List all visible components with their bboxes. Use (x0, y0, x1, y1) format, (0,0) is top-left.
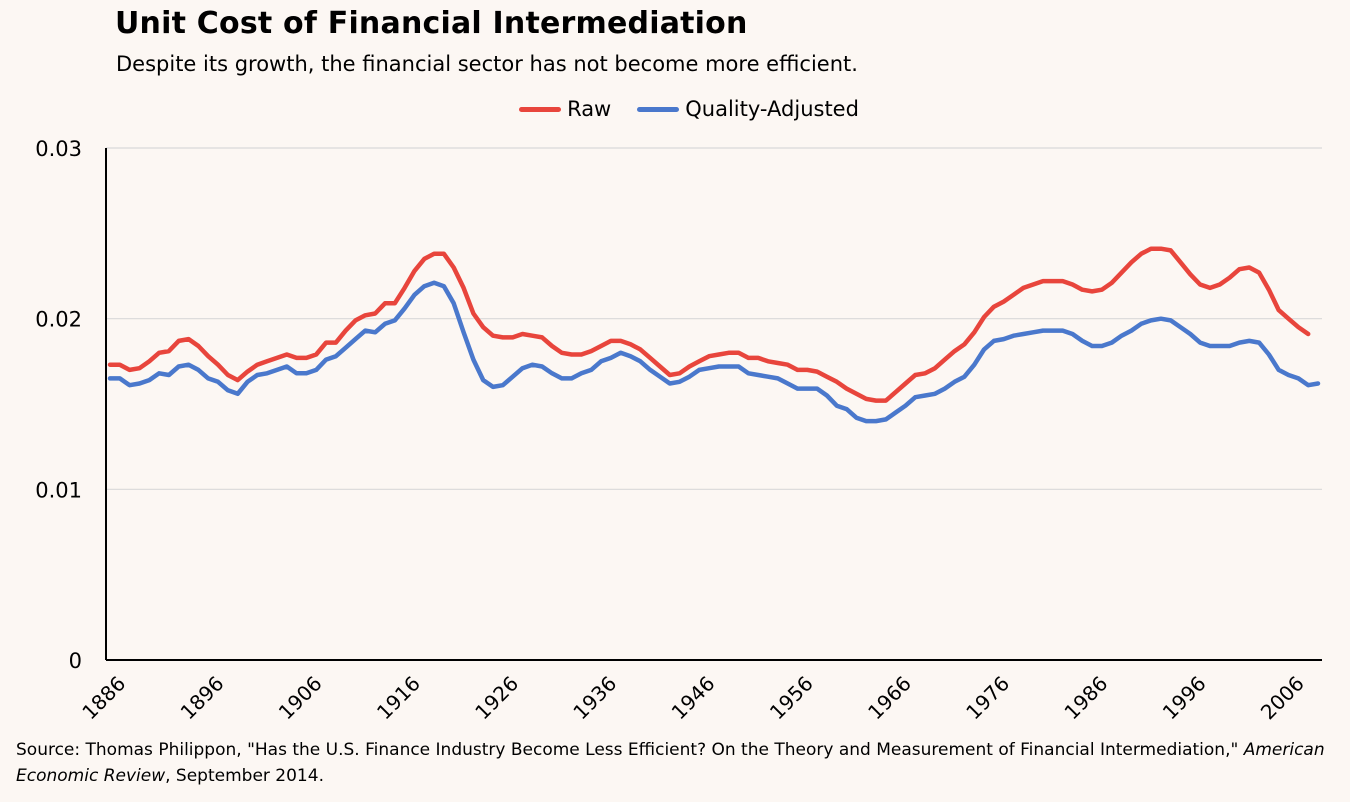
x-tick-label: 2006 (1256, 671, 1309, 724)
legend-item-raw: Raw (519, 97, 611, 121)
x-tick-label: 1926 (470, 671, 523, 724)
y-tick-label: 0.01 (35, 478, 82, 502)
source-journal: American Economic Review (16, 740, 1325, 786)
legend-swatch-quality-adjusted (637, 106, 680, 112)
x-tick-label: 1916 (372, 671, 425, 724)
x-tick-label: 1886 (77, 671, 130, 724)
chart-legend: Raw Quality-Adjusted (0, 97, 1350, 121)
legend-label-raw: Raw (567, 97, 612, 121)
legend-label-quality-adjusted: Quality-Adjusted (685, 97, 859, 121)
source-prefix: Source: Thomas Philippon, "Has the U.S. … (16, 740, 1244, 760)
chart-title: Unit Cost of Financial Intermediation (115, 6, 748, 41)
series-line-quality-adjusted (107, 280, 1321, 424)
y-tick-label: 0 (69, 649, 82, 673)
source-suffix: , September 2014. (165, 766, 324, 786)
x-tick-label: 1906 (274, 671, 327, 724)
x-tick-label: 1966 (863, 671, 916, 724)
x-tick-label: 1976 (961, 671, 1014, 724)
x-tick-label: 1896 (176, 671, 229, 724)
x-tick-label: 1996 (1158, 671, 1211, 724)
source-note: Source: Thomas Philippon, "Has the U.S. … (16, 737, 1336, 789)
y-tick-label: 0.02 (35, 308, 82, 332)
x-tick-label: 1936 (568, 671, 621, 724)
x-tick-label: 1956 (765, 671, 818, 724)
legend-item-quality-adjusted: Quality-Adjusted (637, 97, 859, 121)
y-tick-label: 0.03 (35, 137, 82, 161)
x-tick-label: 1986 (1059, 671, 1112, 724)
series-line-raw (107, 246, 1311, 403)
x-tick-label: 1946 (667, 671, 720, 724)
chart-subtitle: Despite its growth, the financial sector… (116, 52, 858, 76)
legend-swatch-raw (519, 106, 562, 112)
